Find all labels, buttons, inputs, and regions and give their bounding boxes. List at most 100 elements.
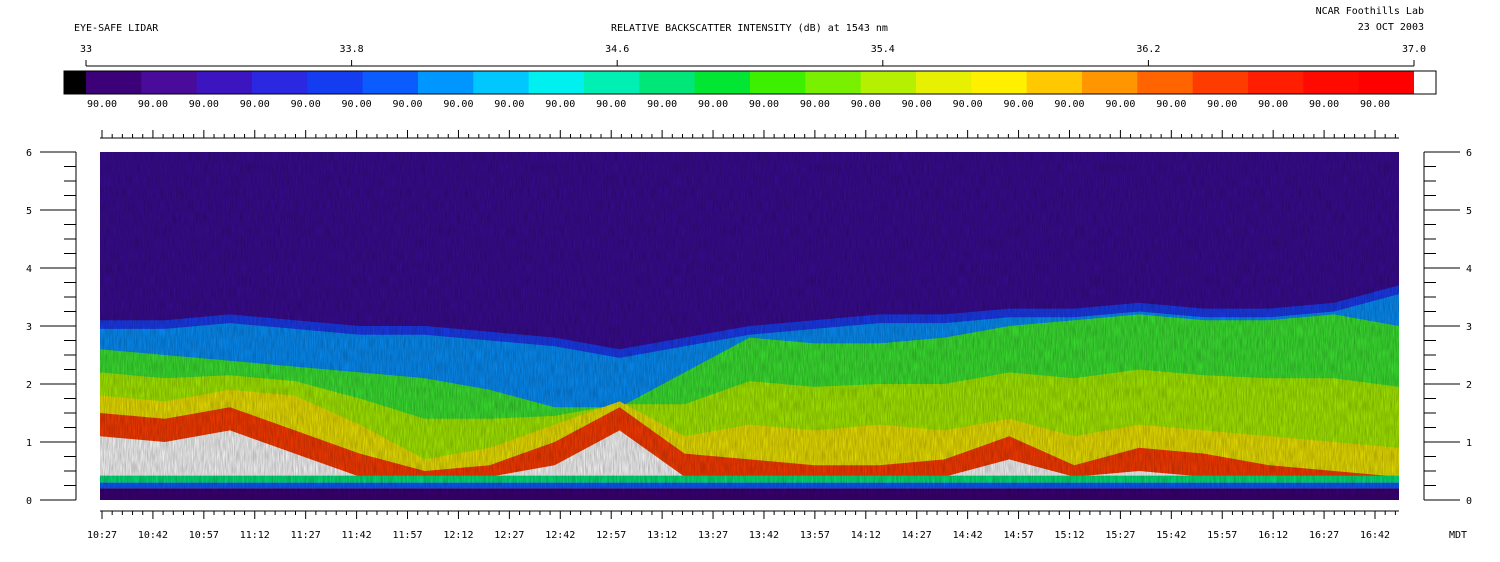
y-tick-label: 3	[26, 322, 32, 333]
y-tick-label: 2	[1466, 380, 1472, 391]
colorbar-segment-label: 90.00	[291, 99, 321, 110]
colorbar-segment-label: 90.00	[138, 99, 168, 110]
x-tick-label: 15:42	[1156, 530, 1186, 541]
y-tick-label: 4	[1466, 264, 1472, 275]
colorbar-swatch	[1026, 71, 1083, 94]
colorbar-tick-label: 34.6	[605, 44, 629, 55]
x-tick-label: 10:57	[189, 530, 219, 541]
colorbar-swatch	[1248, 71, 1304, 94]
x-axis-unit-label: MDT	[1449, 530, 1467, 541]
colorbar-segment-label: 90.00	[189, 99, 219, 110]
colorbar-swatch	[418, 71, 474, 94]
colorbar-swatch	[971, 71, 1028, 94]
colorbar-segment-label: 90.00	[1054, 99, 1084, 110]
colorbar-segment-label: 90.00	[698, 99, 728, 110]
y-tick-label: 1	[26, 438, 32, 449]
y-tick-label: 0	[1466, 496, 1472, 507]
colorbar-segment-label: 90.00	[1309, 99, 1339, 110]
x-tick-label: 12:12	[443, 530, 473, 541]
x-tick-label: 11:57	[392, 530, 422, 541]
colorbar-swatch	[196, 71, 253, 94]
y-tick-label: 2	[26, 380, 32, 391]
colorbar-tick-label: 37.0	[1402, 44, 1426, 55]
colorbar-swatch	[639, 71, 696, 94]
colorbar-swatch	[252, 71, 308, 94]
colorbar-segment-label: 90.00	[647, 99, 677, 110]
colorbar-swatch	[1192, 71, 1249, 94]
colorbar-segment-label: 90.00	[494, 99, 524, 110]
colorbar-segment-labels: 90.00 90.00 90.00 90.00 90.00 90.00 90.00 90.00…	[87, 99, 1390, 110]
x-tick-label: 14:42	[953, 530, 983, 541]
colorbar-swatch	[86, 71, 142, 94]
backscatter-plot-area	[100, 152, 1399, 500]
x-tick-label: 10:27	[87, 530, 117, 541]
x-tick-label: 16:42	[1360, 530, 1390, 541]
colorbar-segment-label: 90.00	[342, 99, 372, 110]
colorbar-segment-label: 90.00	[240, 99, 270, 110]
colorbar-swatch	[307, 71, 364, 94]
x-tick-label: 13:57	[800, 530, 830, 541]
colorbar-segment-label: 90.00	[87, 99, 117, 110]
y-tick-label: 6	[1466, 148, 1472, 159]
x-tick-label: 11:27	[291, 530, 321, 541]
colorbar	[63, 70, 1437, 95]
x-tick-label: 11:12	[240, 530, 270, 541]
colorbar-tick-label: 36.2	[1136, 44, 1160, 55]
colorbar-swatch	[584, 71, 640, 94]
y-tick-label: 4	[26, 264, 32, 275]
x-tick-label: 16:12	[1258, 530, 1288, 541]
colorbar-tick-label: 35.4	[871, 44, 895, 55]
colorbar-segment-label: 90.00	[1156, 99, 1186, 110]
x-tick-label: 15:57	[1207, 530, 1237, 541]
colorbar-segment-label: 90.00	[392, 99, 422, 110]
instrument-label: EYE-SAFE LIDAR	[74, 23, 159, 34]
colorbar-swatch	[1303, 71, 1360, 94]
y-axis-right: 0 1 2 3 4 5 6	[1423, 148, 1472, 507]
colorbar-segment-label: 90.00	[1207, 99, 1237, 110]
x-axis-time: 10:27 10:42 10:57 11:12 11:27 11:42 11:57 12:12…	[87, 510, 1467, 541]
y-tick-label: 5	[26, 206, 32, 217]
colorbar-tick-label: 33.8	[340, 44, 364, 55]
colorbar-segment-label: 90.00	[953, 99, 983, 110]
colorbar-segment-label: 90.00	[443, 99, 473, 110]
x-tick-label: 13:27	[698, 530, 728, 541]
x-tick-label: 13:42	[749, 530, 779, 541]
colorbar-segment-label: 90.00	[545, 99, 575, 110]
colorbar-swatch	[141, 71, 198, 94]
x-tick-label: 14:57	[1004, 530, 1034, 541]
x-tick-label: 12:42	[545, 530, 575, 541]
site-label: NCAR Foothills Lab	[1315, 6, 1424, 17]
colorbar-swatch	[860, 71, 917, 94]
x-tick-label: 11:42	[342, 530, 372, 541]
colorbar-segment-label: 90.00	[1105, 99, 1135, 110]
colorbar-swatch	[528, 71, 585, 94]
colorbar-swatch	[473, 71, 530, 94]
colorbar-swatch	[805, 71, 862, 94]
x-tick-label: 13:12	[647, 530, 677, 541]
colorbar-swatch	[1414, 71, 1437, 94]
colorbar-swatch	[916, 71, 972, 94]
colorbar-segment-label: 90.00	[800, 99, 830, 110]
colorbar-segment-label: 90.00	[1360, 99, 1390, 110]
colorbar-segment-label: 90.00	[749, 99, 779, 110]
colorbar-swatch	[750, 71, 806, 94]
x-tick-label: 14:27	[902, 530, 932, 541]
x-tick-label: 15:12	[1054, 530, 1084, 541]
y-tick-label: 5	[1466, 206, 1472, 217]
x-tick-label: 10:42	[138, 530, 168, 541]
x-tick-label: 16:27	[1309, 530, 1339, 541]
colorbar-segment-label: 90.00	[902, 99, 932, 110]
x-tick-label: 12:57	[596, 530, 626, 541]
colorbar-frame	[63, 70, 1437, 95]
chart-title: RELATIVE BACKSCATTER INTENSITY (dB) at 1…	[611, 23, 888, 34]
y-tick-label: 1	[1466, 438, 1472, 449]
colorbar-segment-label: 90.00	[1004, 99, 1034, 110]
x-tick-label: 15:27	[1105, 530, 1135, 541]
colorbar-swatch	[362, 71, 419, 94]
colorbar-swatch	[1137, 71, 1194, 94]
colorbar-tick-label: 33	[80, 44, 92, 55]
colorbar-swatch	[1082, 71, 1138, 94]
x-tick-label: 12:27	[494, 530, 524, 541]
plot-texture	[100, 152, 1399, 500]
colorbar-swatch	[1358, 71, 1415, 94]
